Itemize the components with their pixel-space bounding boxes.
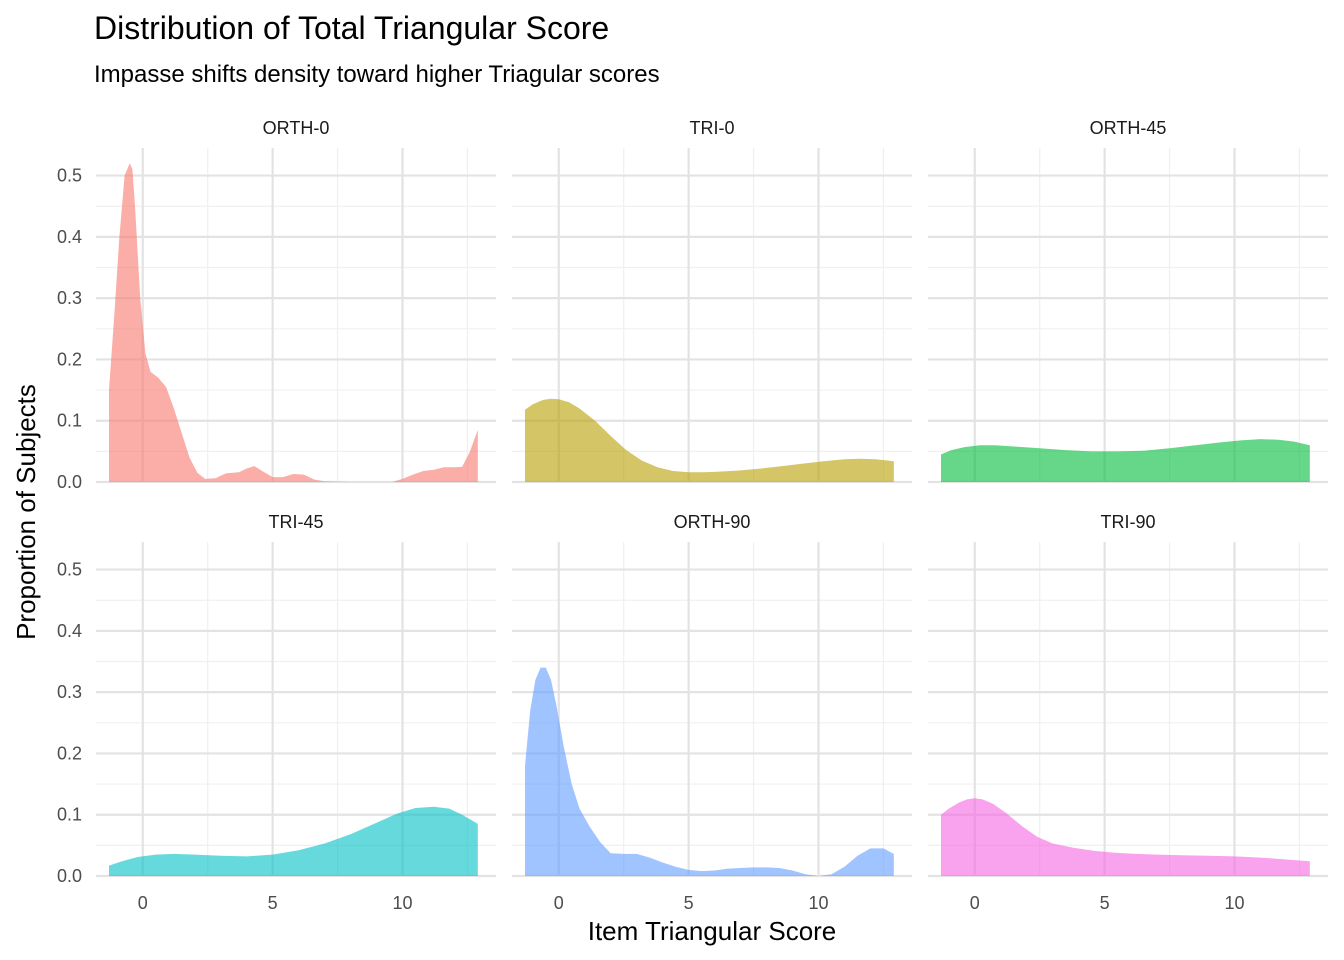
density-area-ORTH-45 (941, 439, 1310, 482)
x-tick-label: 5 (268, 893, 278, 913)
x-tick-label: 0 (970, 893, 980, 913)
y-tick-label: 0.1 (57, 805, 82, 825)
y-tick-label: 0.5 (57, 166, 82, 186)
y-tick-label: 0.1 (57, 411, 82, 431)
y-tick-label: 0.0 (57, 866, 82, 886)
y-tick-label: 0.2 (57, 743, 82, 763)
facet-panel-ORTH-0: ORTH-0 0.0 0.1 0.2 0.3 0.4 0.5 (57, 118, 496, 492)
x-tick-label: 10 (392, 893, 412, 913)
density-area-ORTH-0 (109, 163, 478, 483)
facet-label: ORTH-45 (1090, 118, 1167, 138)
facet-label: TRI-45 (268, 512, 323, 532)
y-tick-label: 0.0 (57, 472, 82, 492)
y-tick-label: 0.2 (57, 349, 82, 369)
x-tick-label: 5 (1100, 893, 1110, 913)
y-tick-label: 0.3 (57, 682, 82, 702)
facet-panel-ORTH-90: ORTH-90 0 5 10 (512, 512, 912, 913)
chart-title: Distribution of Total Triangular Score (94, 10, 609, 46)
x-axis-title: Item Triangular Score (588, 916, 837, 946)
density-area-TRI-45 (109, 806, 478, 876)
x-tick-label: 0 (554, 893, 564, 913)
facet-label: ORTH-0 (263, 118, 330, 138)
y-tick-label: 0.5 (57, 560, 82, 580)
facet-panel-TRI-45: TRI-45 0.0 0.1 0.2 0.3 0.4 0.5 0 5 10 (57, 512, 496, 913)
x-tick-label: 10 (808, 893, 828, 913)
facet-label: TRI-0 (690, 118, 735, 138)
density-area-TRI-0 (525, 398, 894, 482)
chart-subtitle: Impasse shifts density toward higher Tri… (94, 61, 660, 88)
density-area-ORTH-90 (525, 667, 894, 876)
x-tick-label: 5 (684, 893, 694, 913)
facet-label: TRI-90 (1100, 512, 1155, 532)
x-tick-label: 0 (138, 893, 148, 913)
facet-panel-ORTH-45: ORTH-45 (928, 118, 1328, 484)
x-tick-label: 10 (1224, 893, 1244, 913)
facet-panel-TRI-90: TRI-90 0 5 10 (928, 512, 1328, 913)
facet-panels: ORTH-0 0.0 0.1 0.2 0.3 0.4 0.5 TRI-0 ORTH-45 TRI-… (57, 118, 1328, 913)
facet-panel-TRI-0: TRI-0 (512, 118, 912, 484)
density-area-TRI-90 (941, 798, 1310, 876)
facet-label: ORTH-90 (674, 512, 751, 532)
y-tick-label: 0.3 (57, 288, 82, 308)
y-tick-label: 0.4 (57, 227, 82, 247)
y-axis-title: Proportion of Subjects (11, 384, 41, 640)
y-tick-label: 0.4 (57, 621, 82, 641)
